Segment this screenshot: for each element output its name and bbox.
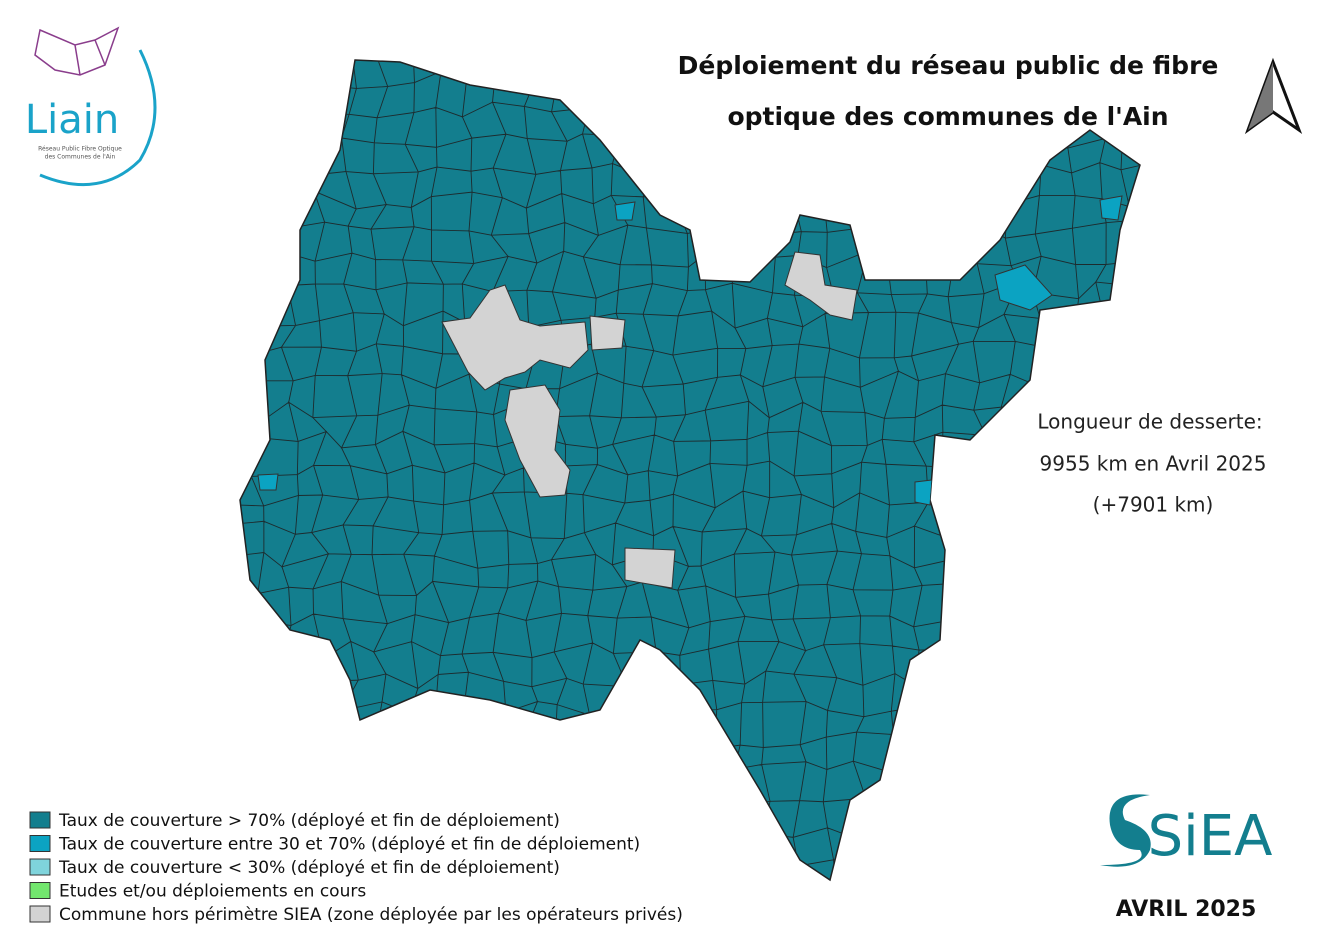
legend-swatch — [29, 811, 51, 829]
legend: Taux de couverture > 70% (déployé et fin… — [29, 811, 683, 925]
legend-label: Etudes et/ou déploiements en cours — [59, 882, 366, 902]
private-zone — [589, 315, 626, 351]
info-text: (+7901 km) — [1093, 493, 1214, 517]
legend-swatch — [29, 835, 51, 852]
mid-coverage-zone — [614, 201, 636, 221]
private-zone — [441, 284, 589, 391]
mid-coverage-zone — [914, 479, 933, 506]
logo-subtitle: Réseau Public Fibre Optique — [38, 146, 122, 153]
legend-label: Commune hors périmètre SIEA (zone déploy… — [59, 905, 683, 925]
logo-network — [34, 26, 120, 76]
legend-swatch — [29, 858, 51, 876]
legend-label: Taux de couverture entre 30 et 70% (dépl… — [58, 835, 640, 855]
logo-arc — [39, 49, 157, 187]
legend-swatch — [29, 905, 51, 923]
mid-coverage-zone — [257, 473, 279, 491]
department — [239, 59, 1141, 881]
siea-logo: SiEA — [1100, 794, 1272, 869]
mid-coverage-zone — [1099, 195, 1123, 221]
brand: SiEA — [1148, 804, 1273, 869]
north-arrow — [1244, 57, 1303, 135]
title: Déploiement du réseau public de fibre — [678, 51, 1219, 80]
map — [239, 59, 1141, 881]
date: AVRIL 2025 — [1116, 897, 1257, 922]
info-text: 9955 km en Avril 2025 — [1040, 452, 1267, 476]
info-text: Longueur de desserte: — [1037, 410, 1262, 434]
private-zone — [504, 384, 571, 498]
private-zone — [784, 251, 858, 321]
private-zone — [624, 547, 676, 589]
legend-label: Taux de couverture < 30% (déployé et fin… — [58, 858, 560, 878]
mid-coverage-zone — [994, 264, 1053, 311]
logo: Liain Réseau Public Fibre Optique des Co… — [25, 26, 157, 187]
legend-swatch — [29, 882, 51, 899]
logo-name: Liain — [25, 97, 119, 143]
title: optique des communes de l'Ain — [727, 102, 1168, 131]
logo-subtitle: des Communes de l'Ain — [45, 154, 116, 161]
zones — [257, 195, 1123, 589]
legend-label: Taux de couverture > 70% (déployé et fin… — [58, 811, 560, 831]
